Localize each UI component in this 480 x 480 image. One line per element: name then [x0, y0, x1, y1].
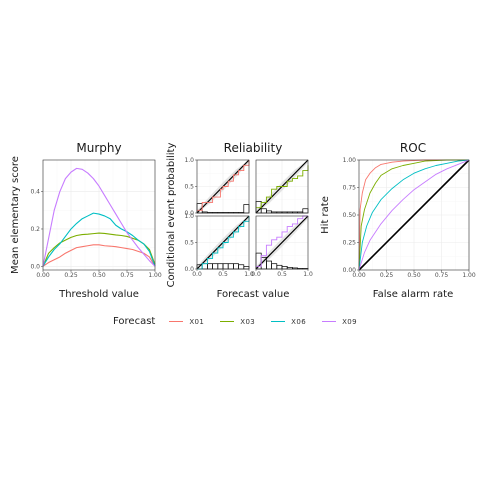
reliability-x06-y-tick-label: 0.0	[184, 266, 194, 273]
roc-x-tick-label: 0.00	[352, 272, 366, 279]
legend-swatch-x03	[220, 321, 235, 322]
murphy-x-tick-label: 0.00	[36, 272, 50, 279]
reliability-x-label: Forecast value	[217, 289, 290, 300]
reliability-x01-y-tick-label: 1.0	[184, 157, 194, 164]
murphy-series-x06	[42, 212, 156, 267]
murphy-y-tick-label: 0.0	[30, 263, 40, 270]
legend-label-x01: X01	[189, 317, 205, 326]
reliability-x01-curve	[197, 160, 250, 211]
roc-x-tick-label: 1.00	[462, 272, 476, 279]
roc-series-x03	[358, 159, 469, 271]
reliability-x01-panel-border	[196, 159, 250, 214]
murphy-x-tick-label: 0.50	[92, 272, 106, 279]
legend-item-x06: X06	[271, 318, 306, 326]
reliability-x06-panel-border	[196, 215, 250, 270]
roc-y-tick-label: 0.25	[343, 240, 357, 247]
reliability-y-label: Conditional event probability	[166, 143, 177, 288]
reliability-x09-x-tick-label: 0.0	[251, 271, 261, 278]
murphy-title: Murphy	[76, 141, 121, 155]
legend-swatch-x06	[271, 321, 286, 322]
legend-item-x01: X01	[169, 318, 204, 326]
reliability-x01-y-tick-label: 0.5	[184, 184, 194, 191]
murphy-x-label: Threshold value	[58, 289, 139, 300]
roc-y-tick-label: 0.50	[343, 212, 357, 219]
legend-label-x09: X09	[342, 317, 357, 326]
reliability-x09-panel-border	[255, 215, 309, 270]
roc-y-tick-label: 1.00	[343, 157, 357, 164]
roc-diagonal	[358, 159, 470, 271]
roc-chart: ROC 0.00 0.25 0.50 0.75 1.00 0.00 0.25 0.50 0.75…	[320, 141, 476, 300]
murphy-y-label: Mean elementary score	[10, 156, 21, 274]
legend-title: Forecast	[113, 316, 156, 327]
reliability-x01-y-tick-label: 0.0	[184, 210, 194, 217]
reliability-x03-panel-border	[255, 159, 309, 214]
legend-item-x03: X03	[220, 318, 255, 326]
murphy-series-x01	[42, 244, 156, 267]
roc-series-x09	[358, 159, 470, 271]
murphy-x-tick-label: 0.25	[64, 272, 78, 279]
roc-title: ROC	[400, 141, 426, 155]
legend: Forecast X01 X03 X06 X09	[0, 316, 480, 330]
roc-x-tick-label: 0.75	[435, 272, 449, 279]
roc-x-label: False alarm rate	[373, 289, 453, 300]
reliability-x06-y-tick-label: 1.0	[184, 213, 194, 220]
roc-y-tick-label: 0.75	[343, 185, 357, 192]
reliability-x06-x-tick-label: 1.0	[244, 271, 254, 278]
murphy-x-tick-label: 0.75	[120, 272, 134, 279]
roc-x-tick-label: 0.25	[380, 272, 394, 279]
legend-swatch-x09	[322, 321, 337, 322]
roc-panel-border	[358, 159, 470, 271]
legend-swatch-x01	[169, 321, 184, 322]
reliability-x06-x-tick-label: 0.5	[218, 271, 228, 278]
legend-label-x03: X03	[240, 317, 256, 326]
reliability-x09-curve	[256, 215, 308, 267]
reliability-plot-area: 0.00.51.00.0 0.5 1.00.00.51.00.0 0.5 1.0	[184, 157, 312, 278]
murphy-panel-border	[42, 159, 156, 271]
reliability-x06-y-tick-label: 0.5	[184, 240, 194, 247]
reliability-chart: Reliability 0.00.51.00.0 0.5 1.00.00.51.00…	[166, 141, 313, 300]
murphy-series-x09	[42, 167, 156, 267]
legend-label-x06: X06	[291, 317, 307, 326]
murphy-y-tick-label: 0.2	[30, 226, 40, 233]
legend-item-x09: X09	[322, 318, 357, 326]
roc-x-tick-label: 0.50	[407, 272, 421, 279]
reliability-x09-x-tick-label: 1.0	[303, 271, 313, 278]
roc-y-tick-label: 0.00	[343, 267, 357, 274]
reliability-title: Reliability	[224, 141, 283, 155]
reliability-x09-x-tick-label: 0.5	[277, 271, 287, 278]
reliability-x03-curve	[256, 165, 309, 209]
murphy-x-tick-label: 1.00	[148, 272, 162, 279]
reliability-x06-x-tick-label: 0.0	[192, 271, 202, 278]
legend-row: Forecast X01 X03 X06 X09	[0, 316, 480, 327]
reliability-x06-curve	[197, 216, 250, 270]
murphy-plot-area: 0.00 0.25 0.50 0.75 1.00 0.0 0.2 0.4	[30, 159, 162, 279]
roc-plot-area: 0.00 0.25 0.50 0.75 1.00 0.00 0.25 0.50 0.75 1.00	[343, 157, 476, 279]
roc-series-x06	[358, 159, 470, 271]
roc-y-label: Hit rate	[320, 196, 331, 234]
reliability-x09-diagonal	[255, 215, 309, 270]
murphy-chart: Murphy 0.00 0.25 0.50 0.75 1.00 0.0 0.2 0.4 Thr…	[10, 141, 162, 300]
murphy-y-tick-label: 0.4	[30, 189, 40, 196]
